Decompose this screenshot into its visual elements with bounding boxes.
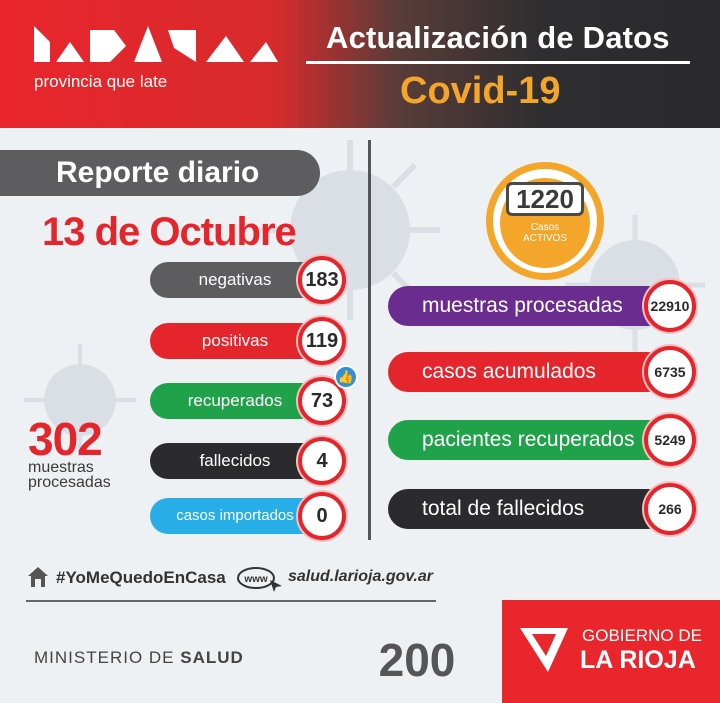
stat-label-negativas: negativas [150,262,320,298]
ministry-name: MINISTERIO DE SALUD [34,648,244,668]
stat-row-recuperados: recuperados 73 👍 [150,365,360,425]
cumulative-row-muestras: muestras procesadas 22910 [388,280,708,332]
cumulative-value-acumulados: 6735 [644,346,696,398]
ministry-bold: SALUD [180,648,244,667]
stat-label-positivas: positivas [150,323,320,359]
website-link[interactable]: salud.larioja.gov.ar [288,568,433,585]
stat-value-negativas: 183 [298,256,346,304]
thumbs-up-icon: 👍 [334,365,358,389]
active-cases-value: 1220 [506,182,584,216]
stat-row-importados: casos importados 0 [150,492,350,540]
header-banner: provincia que late Actualización de Dato… [0,0,720,128]
anniversary-200-text: 200 [379,634,456,686]
footer-divider [26,600,436,602]
anniversary-200-logo: 200 [379,634,456,686]
stat-label-recuperados: recuperados [150,383,320,419]
report-title: Reporte diario [0,150,320,196]
header-subtitle: Covid-19 [400,70,561,112]
stat-value-importados: 0 [298,492,346,540]
active-cases-label: Casos ACTIVOS [500,222,590,244]
stat-row-fallecidos: fallecidos 4 [150,437,350,485]
cumulative-label-muestras: muestras procesadas [388,286,668,326]
daily-total-label: muestras procesadas [28,459,138,491]
daily-total-value: 302 [28,413,103,465]
header-divider [306,61,690,64]
house-icon [28,567,48,587]
stat-value-fallecidos: 4 [298,437,346,485]
column-divider [368,140,371,540]
header-title: Actualización de Datos [326,20,670,55]
stat-label-importados: casos importados [150,498,320,534]
cumulative-value-fallecidos: 266 [644,483,696,535]
la-rioja-logo-mark [34,26,278,62]
virus-background-icon-3 [24,344,136,456]
la-rioja-emblem-icon [520,628,568,672]
stat-row-negativas: negativas 183 [150,256,350,304]
cumulative-label-recuperados: pacientes recuperados [388,420,668,460]
stat-label-fallecidos: fallecidos [150,443,320,479]
daily-total-label-line2: procesadas [28,474,111,491]
www-globe-icon: www [237,567,282,592]
stat-row-positivas: positivas 119 [150,317,350,365]
cumulative-row-acumulados: casos acumulados 6735 [388,346,708,398]
cumulative-row-recuperados: pacientes recuperados 5249 [388,414,708,466]
active-cases-label-line2: ACTIVOS [523,233,567,244]
report-date: 13 de Octubre [42,210,297,254]
cumulative-value-muestras: 22910 [644,280,696,332]
active-cases-label-line1: Casos [530,222,560,233]
cumulative-label-fallecidos: total de fallecidos [388,489,668,529]
daily-total-label-line1: muestras [28,459,94,476]
cumulative-row-fallecidos: total de fallecidos 266 [388,483,708,535]
logo-tagline: provincia que late [34,72,168,91]
cumulative-value-recuperados: 5249 [644,414,696,466]
stat-value-positivas: 119 [298,317,346,365]
government-label-top: GOBIERNO DE [582,626,702,645]
www-label: www [243,574,268,585]
hashtag-text: #YoMeQuedoEnCasa [56,568,226,587]
ministry-prefix: MINISTERIO DE [34,648,181,667]
cumulative-label-acumulados: casos acumulados [388,352,668,392]
government-label-main: LA RIOJA [580,646,696,674]
